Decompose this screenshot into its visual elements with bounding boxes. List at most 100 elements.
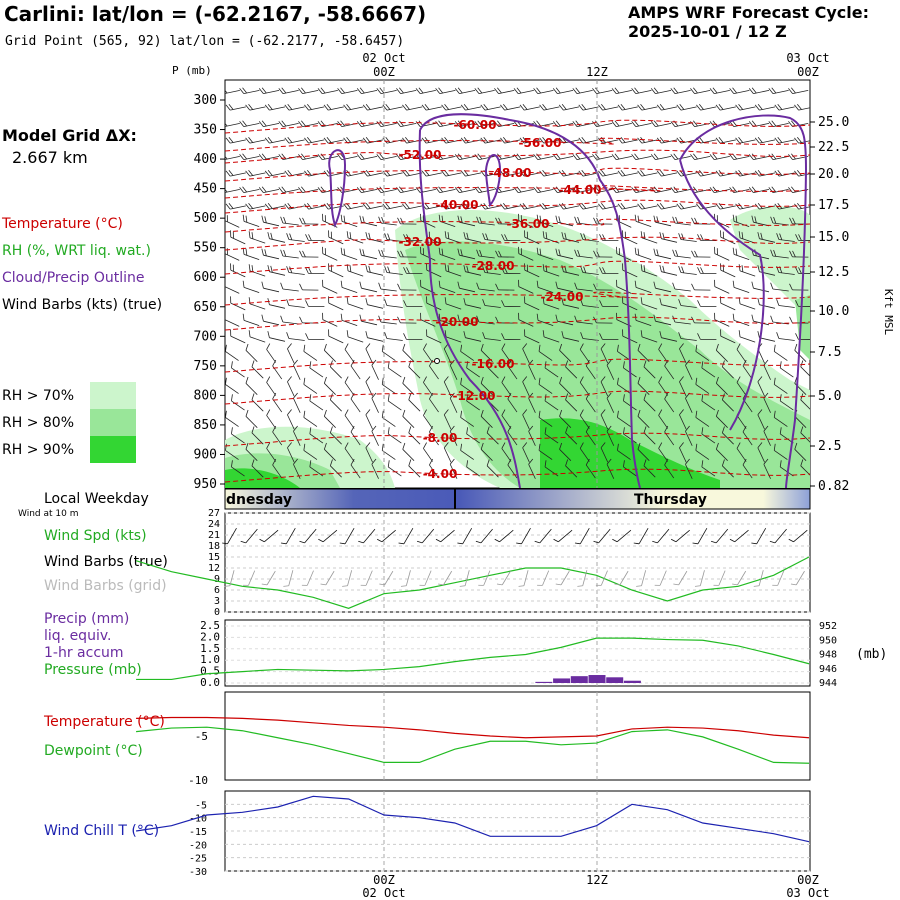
wind-barb (350, 425, 361, 446)
wind-barb (365, 298, 384, 309)
wind-barb (770, 216, 789, 226)
wind-barb (715, 137, 736, 144)
wind-barb (659, 298, 678, 309)
wind-barb (776, 233, 795, 242)
wind-barb (376, 87, 397, 95)
temperature-contour-label: -16.00 (472, 357, 515, 371)
height-tick-label: 25.0 (818, 115, 849, 130)
wind-barb (466, 460, 480, 477)
wind-barb-true (475, 528, 493, 544)
precip-label: Precip (mm) (44, 611, 130, 627)
wind-barb (463, 331, 482, 342)
wind-barb (640, 264, 658, 277)
temperature-contour-label: -52.00 (399, 148, 442, 162)
wind-barb (346, 297, 364, 310)
wind-barb (611, 153, 632, 161)
temperature-contour (225, 291, 810, 306)
wind-barb (559, 409, 572, 428)
weekday-bar (224, 488, 811, 510)
pressure-tick-label: 850 (194, 418, 217, 433)
wind-barb (403, 267, 423, 275)
windchill-series-label: Wind Chill T (°C) (44, 823, 160, 839)
wind-barb-true (729, 529, 749, 543)
wind-barb (598, 170, 619, 177)
temperature-contour (225, 316, 810, 331)
wind-barb (565, 360, 578, 379)
wind-barb (278, 186, 299, 194)
wind-barb (378, 282, 397, 292)
wind-barb (572, 120, 593, 128)
wind-barb (384, 299, 403, 308)
wind-barb (248, 231, 266, 244)
wind-barb (225, 279, 240, 294)
wind-barb (495, 283, 515, 291)
wind-barb (258, 186, 280, 194)
height-tick-label: 20.0 (818, 167, 849, 182)
wind-barb-grid (379, 570, 394, 586)
wind-speed-tick-label: 12 (208, 563, 220, 574)
height-tick-label: 10.0 (818, 304, 849, 319)
wind-barb (329, 426, 342, 445)
wind-barb (748, 153, 770, 161)
pressure-tick-label: 500 (194, 211, 217, 226)
wind-barb (384, 266, 403, 275)
wind-barb-true (457, 528, 473, 545)
pressure-tick-label: 800 (194, 388, 217, 403)
wind-barb (225, 377, 239, 394)
wind-barb (449, 359, 458, 380)
wind-barb-true (553, 529, 573, 543)
legend-rh: RH (%, WRT liq. wat.) (2, 243, 151, 259)
wind-barb (691, 283, 711, 291)
pressure-unit-label: (mb) (856, 647, 887, 662)
wind-barb (480, 203, 501, 210)
wind-barb-grid (438, 570, 453, 586)
precip-tick-label: 0.0 (200, 676, 220, 689)
wind-barb (685, 458, 693, 479)
wind-barb (650, 87, 672, 95)
wind-barb (757, 232, 776, 243)
pressure-tick-label: 900 (194, 447, 217, 462)
wind-barb (776, 332, 795, 341)
wind-barb (303, 377, 318, 394)
wind-barb (656, 104, 678, 111)
pressure-tick-label: 450 (194, 182, 217, 197)
wind-barb (779, 361, 794, 378)
wind-barb (443, 442, 452, 463)
wind-barb (397, 283, 417, 291)
precip-bar (553, 678, 571, 683)
wind-barb (659, 331, 678, 342)
wind-barb (685, 359, 693, 380)
wind-barb (606, 392, 615, 413)
top-tick-12z: 12Z (586, 65, 608, 79)
wind-barb (653, 281, 672, 293)
temperature-contour-label: -28.00 (472, 259, 515, 273)
wind-barb (444, 264, 462, 277)
wind-barb (402, 442, 415, 461)
wind-barb (261, 281, 280, 293)
wind-barb (340, 280, 358, 293)
wind-barb (757, 331, 776, 342)
wind-barb (580, 332, 599, 341)
wind-barb-grid (753, 570, 764, 587)
wind-barb (715, 343, 728, 362)
wind-barb (742, 359, 753, 380)
wind-barb (408, 393, 421, 412)
wind-barb (606, 359, 615, 380)
pressure-tick-label: 950 (819, 635, 837, 646)
wind-barb (637, 442, 650, 461)
temperature-contour-label: -32.00 (399, 235, 442, 249)
wind-barb (420, 246, 436, 261)
wind-barb (559, 442, 572, 461)
wind-barb (441, 104, 462, 111)
wind-barb (714, 246, 730, 261)
wind-barb (795, 234, 810, 242)
wind-barb (474, 186, 495, 194)
wind-barbs-grid-label: Wind Barbs (grid) (44, 578, 167, 594)
wind-barb (678, 332, 697, 341)
wind-barbs-true-label: Wind Barbs (true) (44, 554, 168, 570)
wind-barb (774, 104, 795, 111)
wind-barb (634, 247, 652, 260)
wind-barb (574, 315, 593, 325)
